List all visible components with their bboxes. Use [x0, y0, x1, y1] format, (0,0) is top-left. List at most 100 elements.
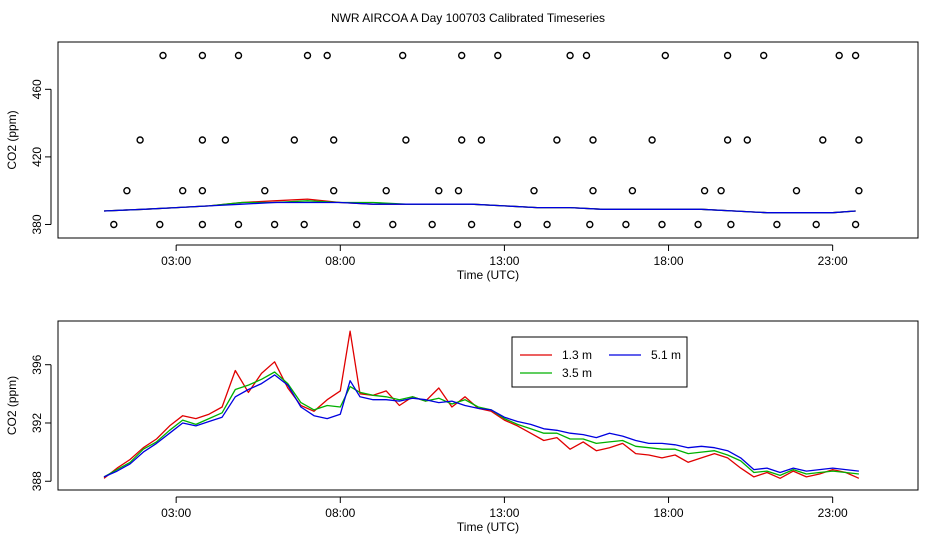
scatter-point [855, 186, 863, 195]
x-tick-label: 08:00 [325, 254, 355, 268]
scatter-point [399, 51, 407, 60]
scatter-point [622, 220, 630, 229]
scatter-point [123, 186, 131, 195]
x-tick-label: 03:00 [161, 506, 191, 520]
scatter-point [221, 136, 230, 144]
x-axis-label: Time (UTC) [457, 268, 519, 282]
scatter-point [727, 220, 735, 229]
scatter-point [628, 186, 637, 195]
legend: 1.3 m 3.5 m 5.1 m [511, 336, 688, 388]
scatter-point [136, 136, 144, 144]
scatter-point [198, 136, 207, 144]
scatter-point [303, 51, 312, 60]
scatter-point [323, 51, 331, 60]
scatter-point [851, 220, 860, 229]
scatter-point [110, 220, 118, 229]
scatter-point [589, 136, 597, 144]
scatter-point [494, 51, 502, 60]
scatter-point [819, 136, 827, 144]
scatter-point [566, 51, 574, 60]
scatter-point [234, 220, 243, 229]
legend-label: 1.3 m [562, 348, 592, 362]
scatter-point [723, 136, 732, 144]
y-tick-label: 392 [30, 413, 44, 433]
scatter-point [458, 136, 466, 144]
scatter-point [812, 220, 820, 229]
y-tick-label: 380 [30, 214, 44, 234]
plot-frame [57, 320, 919, 491]
bottom-panel: 03:00 08:00 13:00 18:00 23:00 Time (UTC) 388 39… [5, 320, 919, 534]
scatter-point [428, 220, 436, 229]
scatter-point [159, 51, 167, 60]
scatter-point [458, 51, 466, 60]
series-line-3-5-m [103, 371, 859, 478]
legend-label: 5.1 m [651, 348, 681, 362]
scatter-point [513, 220, 522, 229]
x-tick-label: 23:00 [818, 506, 848, 520]
x-tick-label: 18:00 [654, 254, 684, 268]
scatter-point [477, 136, 486, 144]
legend-label: 3.5 m [562, 366, 592, 380]
series-line-1-3-m [103, 330, 860, 479]
scatter-point [582, 51, 591, 60]
scatter-point [530, 186, 538, 195]
chart-title: NWR AIRCOA A Day 100703 Calibrated Times… [331, 11, 605, 25]
scatter-point [700, 186, 709, 195]
scatter-point [435, 186, 443, 195]
x-axis-label: Time (UTC) [457, 520, 519, 534]
x-tick-label: 18:00 [654, 506, 684, 520]
y-axis-label: CO2 (ppm) [5, 376, 19, 435]
scatter-point [198, 220, 207, 229]
y-tick-label: 460 [30, 79, 44, 99]
scatter-point [402, 136, 410, 144]
scatter-point [543, 220, 551, 229]
scatter-point [586, 220, 594, 229]
x-tick-label: 08:00 [325, 506, 355, 520]
scatter-point [553, 136, 561, 144]
y-tick-label: 396 [30, 354, 44, 374]
scatter-point [353, 220, 361, 229]
scatter-point [198, 51, 207, 60]
y-axis-label: CO2 (ppm) [5, 110, 19, 169]
scatter-point [156, 220, 164, 229]
scatter-point [648, 136, 656, 144]
scatter-point [792, 186, 801, 195]
x-tick-label: 03:00 [161, 254, 191, 268]
x-tick-label: 13:00 [489, 254, 519, 268]
scatter-point [589, 186, 597, 195]
x-tick-label: 23:00 [818, 254, 848, 268]
x-tick-label: 13:00 [489, 506, 519, 520]
y-tick-label: 420 [30, 147, 44, 167]
scatter-point [851, 51, 860, 60]
scatter-point [760, 51, 768, 60]
scatter-point [198, 186, 207, 195]
scatter-point [658, 220, 666, 229]
scatter-point [178, 186, 187, 195]
scatter-point [300, 220, 308, 229]
scatter-point [773, 220, 781, 229]
scatter-point [330, 186, 338, 195]
scatter-point [661, 51, 669, 60]
plot-frame [57, 41, 919, 239]
legend-box [511, 336, 688, 388]
top-panel: 03:00 08:00 13:00 18:00 23:00 Time (UTC) 380 42… [5, 41, 919, 282]
scatter-point [835, 51, 843, 60]
scatter-point [290, 136, 298, 144]
scatter-point [270, 220, 279, 229]
scatter-point [330, 136, 338, 144]
scatter-point [454, 186, 463, 195]
series-line-5-1-m [103, 374, 859, 478]
y-tick-label: 388 [30, 471, 44, 491]
scatter-point [382, 186, 390, 195]
scatter-point [855, 136, 863, 144]
scatter-point [723, 51, 732, 60]
scatter-point [743, 136, 751, 144]
scatter-point [389, 220, 397, 229]
series-line-5-1-m [103, 201, 856, 214]
scatter-point [234, 51, 243, 60]
scatter-point [717, 186, 725, 195]
scatter-point [261, 186, 269, 195]
scatter-point [467, 220, 476, 229]
scatter-point [694, 220, 702, 229]
